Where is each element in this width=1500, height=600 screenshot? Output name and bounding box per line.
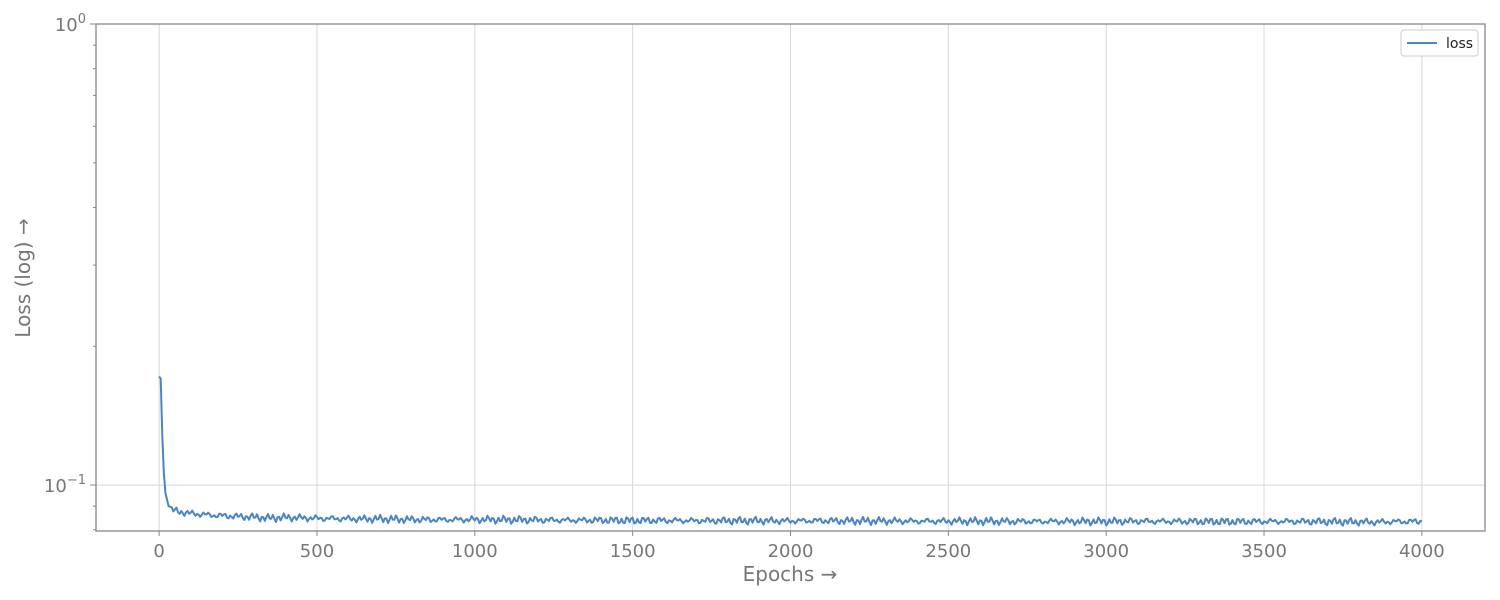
x-tick-label: 1000 [452,541,498,562]
legend: loss [1400,29,1479,57]
grid-lines [96,23,1485,531]
x-tick-label: 500 [300,541,334,562]
x-axis-label: Epochs → [743,562,838,586]
legend-label-loss: loss [1446,36,1473,52]
x-tick-label: 1500 [610,541,656,562]
y-axis-label: Loss (log) → [11,218,35,337]
x-tick-label: 2500 [925,541,971,562]
x-tick-label: 2000 [768,541,814,562]
x-tick-label: 0 [153,541,164,562]
series-layer [158,375,1423,527]
series-line-loss [158,375,1423,527]
axes: 0 500 1000 1500 2000 2500 3000 3500 4000 100 10−1 [44,12,1486,562]
plot-frame [95,23,1486,532]
y-tick-label: 100 [55,12,86,36]
legend-box [1400,29,1479,57]
x-tick-label: 3500 [1241,541,1287,562]
y-tick-label: 10−1 [44,473,86,497]
x-tick-label: 3000 [1083,541,1129,562]
x-tick-label: 4000 [1399,541,1445,562]
